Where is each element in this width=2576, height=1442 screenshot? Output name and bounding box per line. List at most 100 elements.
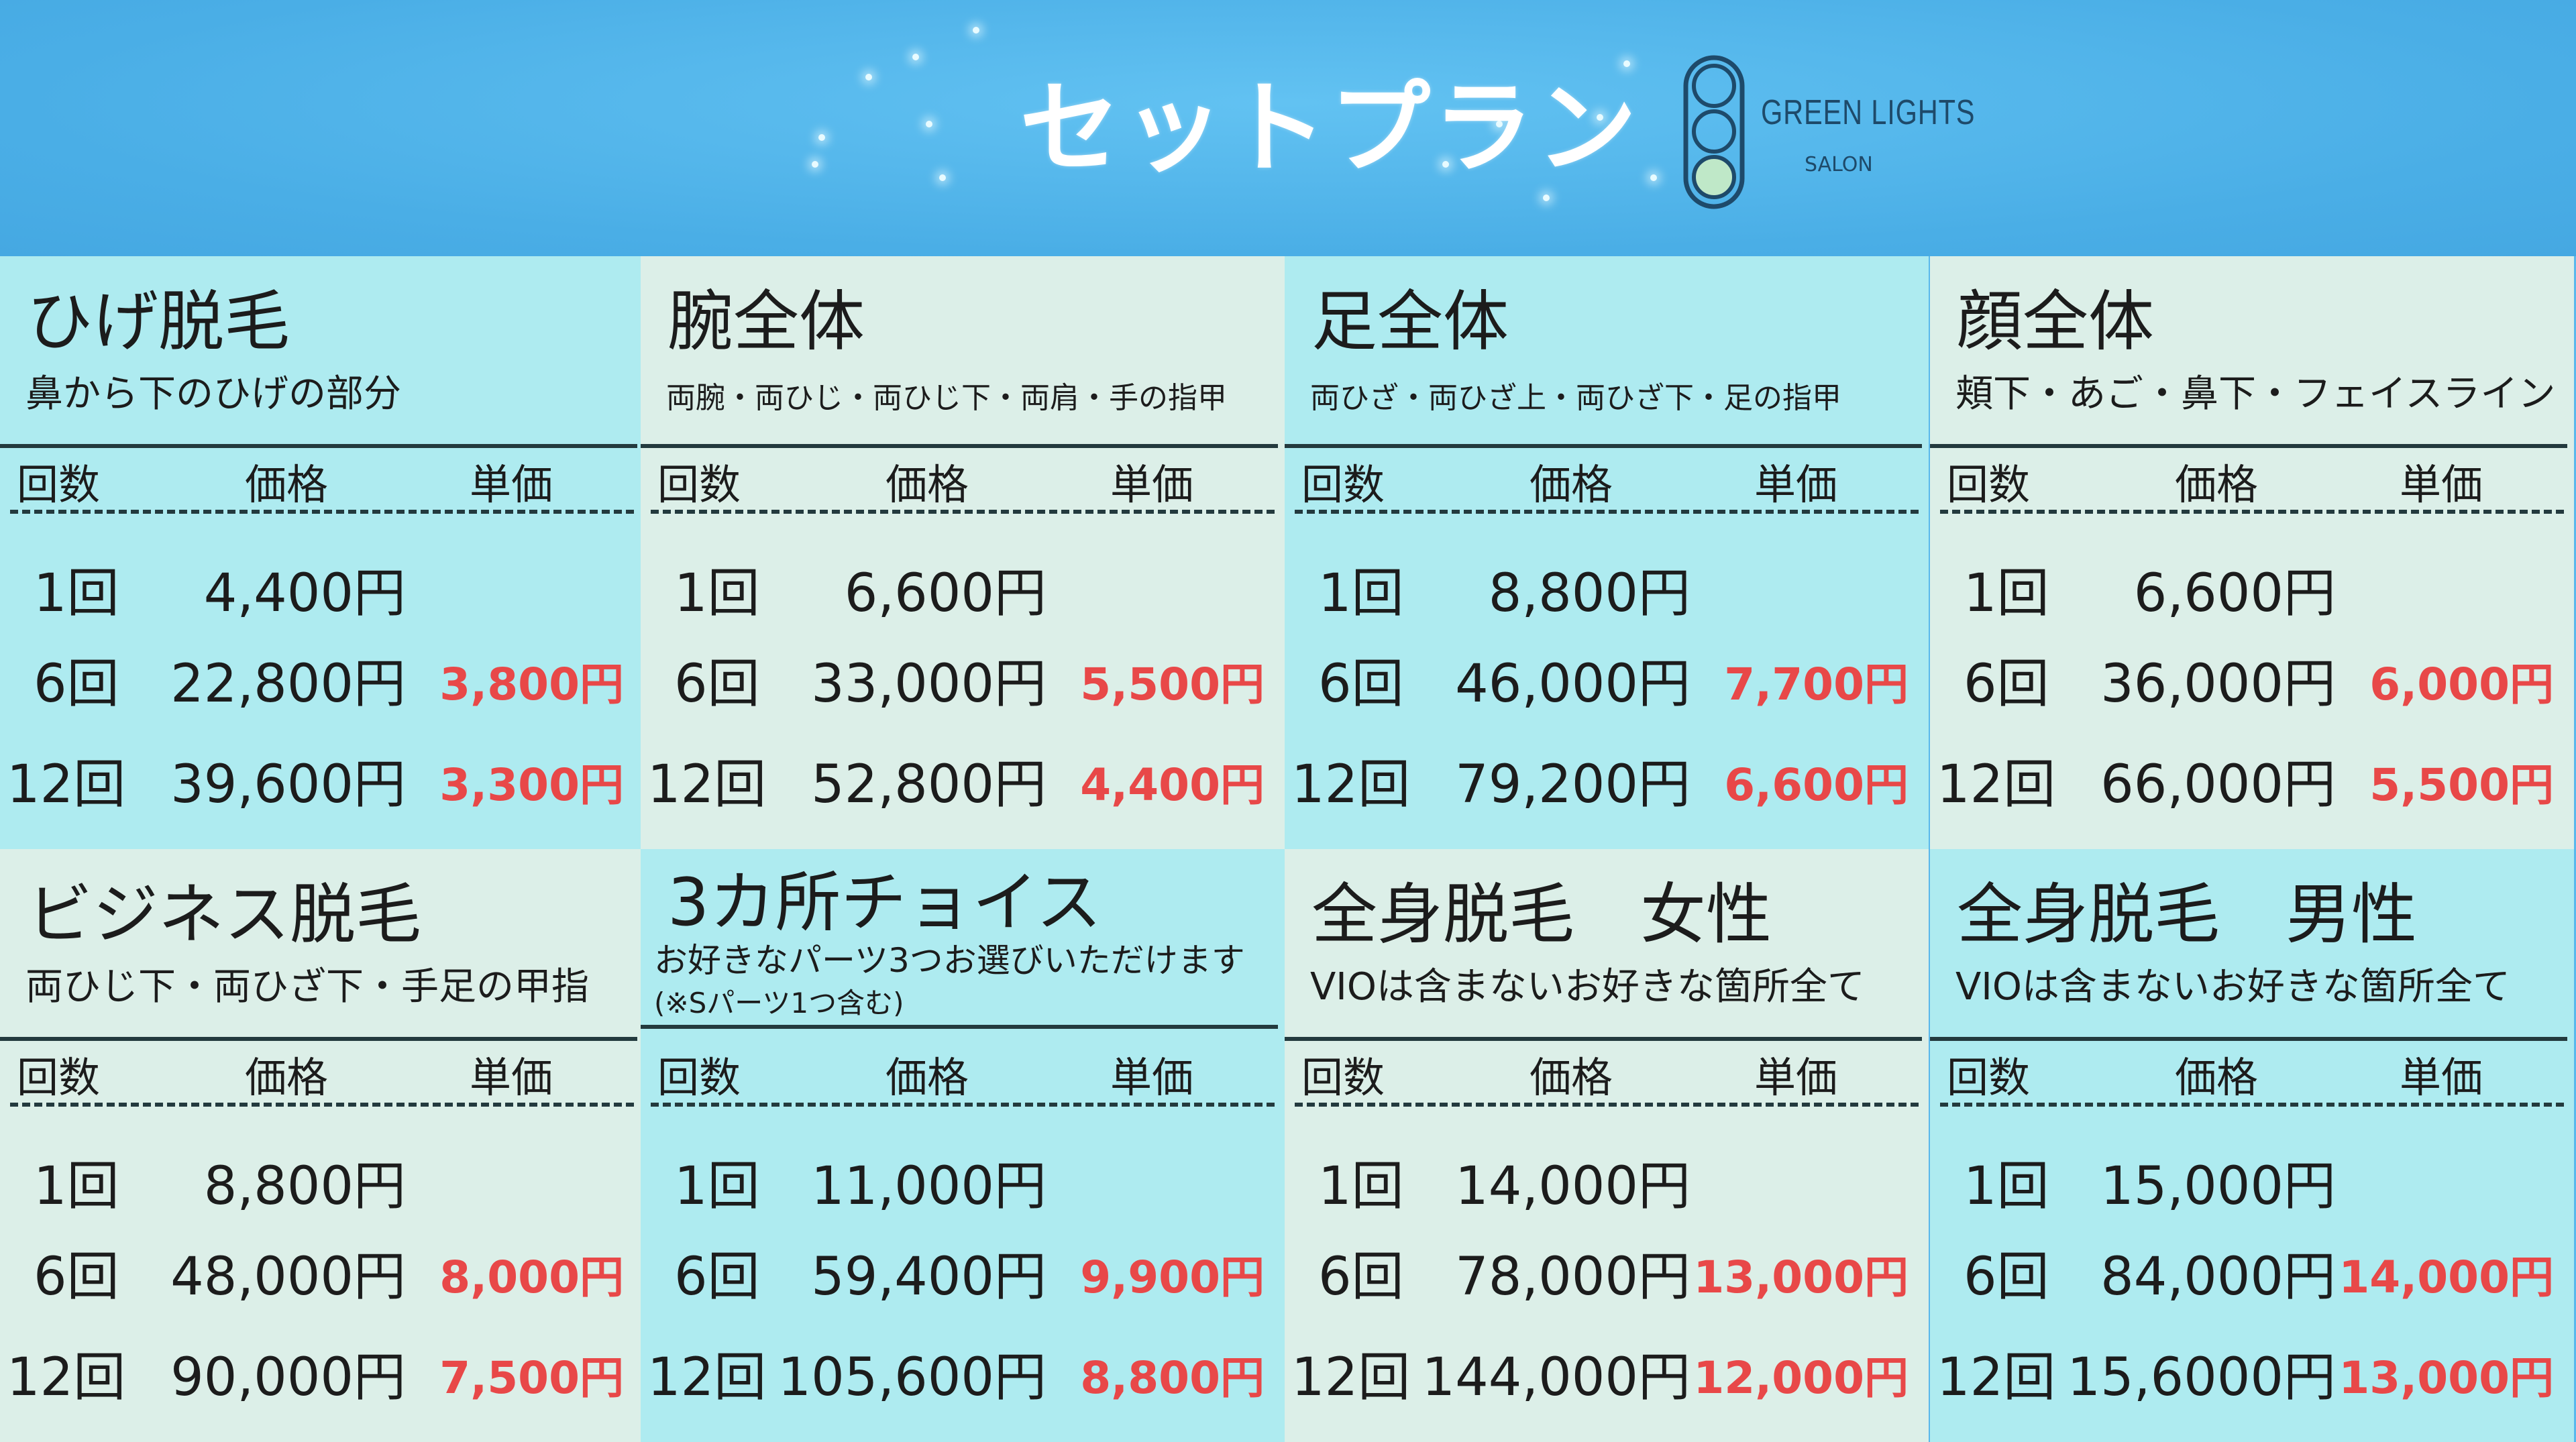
- total-price: 36,000円: [2100, 654, 2336, 714]
- sparkle: [1543, 195, 1550, 201]
- plan-grid: ひげ脱毛 鼻から下のひげの部分 回数 価格 単価 1回 4,400円 6回 22,…: [0, 256, 2576, 1442]
- session-count: 12回: [647, 1347, 767, 1408]
- plan-note: (※Sパーツ1つ含む): [654, 987, 904, 1019]
- col-header-count: 回数: [1947, 460, 2031, 509]
- unit-price: 9,900円: [1080, 1252, 1265, 1303]
- col-header-price: 価格: [1529, 460, 1613, 509]
- col-header-unit: 単価: [1110, 460, 1194, 509]
- session-count: 12回: [7, 755, 126, 815]
- plan-subtitle: お好きなパーツ3つお選びいただけます (※Sパーツ1つ含む): [654, 936, 1245, 1022]
- unit-price: 12,000円: [1693, 1352, 1909, 1404]
- session-count: 6回: [34, 1247, 119, 1307]
- col-header-unit: 単価: [1754, 460, 1838, 509]
- session-count: 1回: [34, 1156, 119, 1217]
- total-price: 11,000円: [811, 1156, 1046, 1217]
- session-count: 6回: [1964, 1247, 2049, 1307]
- plan-subtitle: VIOは含まないお好きな箇所全て: [1310, 965, 1865, 1009]
- session-count: 1回: [674, 563, 760, 624]
- plan-panel: 足全体両ひざ・両ひざ上・両ひざ下・足の指甲 回数 価格 単価 1回 8,800円…: [1285, 256, 1929, 849]
- session-count: 6回: [674, 1247, 760, 1307]
- plan-title: 3カ所チョイス: [667, 865, 1102, 941]
- total-price: 4,400円: [203, 563, 406, 624]
- col-header-unit: 単価: [1754, 1053, 1838, 1102]
- divider-dashed: [651, 510, 1275, 514]
- col-header-count: 回数: [1947, 1053, 2031, 1102]
- plan-panel: ひげ脱毛 鼻から下のひげの部分 回数 価格 単価 1回 4,400円 6回 22,…: [0, 256, 644, 849]
- total-price: 22,800円: [170, 654, 406, 714]
- page-title: セットプラン: [1020, 70, 1640, 187]
- plan-title: 顔全体: [1957, 284, 2155, 360]
- price-row: 6回 48,000円 8,000円: [0, 1235, 644, 1315]
- sparkle: [973, 27, 979, 34]
- col-header-count: 回数: [1301, 460, 1385, 509]
- unit-price: 5,500円: [1080, 659, 1265, 710]
- price-row: 6回 22,800円 3,800円: [0, 642, 644, 722]
- plan-subtitle-line: お好きなパーツ3つお選びいただけます: [654, 941, 1245, 980]
- header-banner: セットプラン GREEN LIGHTS SALON: [0, 0, 2576, 256]
- price-row: 12回 52,800円 4,400円: [641, 742, 1285, 823]
- session-count: 1回: [1318, 563, 1404, 624]
- price-row: 12回 79,200円 6,600円: [1285, 742, 1929, 823]
- divider-dashed: [651, 1103, 1275, 1107]
- sparkle: [812, 161, 818, 168]
- logo-name: GREEN LIGHTS: [1761, 93, 1976, 132]
- session-count: 12回: [647, 755, 767, 815]
- plan-subtitle: 両ひざ・両ひざ上・両ひざ下・足の指甲: [1310, 381, 1841, 415]
- plan-title: 足全体: [1311, 284, 1509, 360]
- divider-solid: [1285, 1037, 1922, 1041]
- price-row: 6回 78,000円 13,000円: [1285, 1235, 1929, 1315]
- divider-dashed: [1940, 510, 2564, 514]
- price-row: 12回 90,000円 7,500円: [0, 1335, 644, 1416]
- price-row: 12回 39,600円 3,300円: [0, 742, 644, 823]
- col-header-unit: 単価: [2400, 1053, 2483, 1102]
- session-count: 1回: [674, 1156, 760, 1217]
- session-count: 1回: [1964, 1156, 2049, 1217]
- brand-logo: GREEN LIGHTS SALON: [1680, 52, 2029, 213]
- sparkle: [1597, 114, 1603, 121]
- unit-price: 6,000円: [2369, 659, 2554, 710]
- price-row: 1回 6,600円: [641, 551, 1285, 632]
- plan-panel: 全身脱毛 女性 VIOは含まないお好きな箇所全て 回数 価格 単価 1回 14,0…: [1285, 849, 1929, 1442]
- plan-subtitle: 頬下・あご・鼻下・フェイスライン: [1955, 372, 2556, 416]
- col-header-count: 回数: [1301, 1053, 1385, 1102]
- unit-price: 5,500円: [2369, 759, 2554, 811]
- unit-price: 3,300円: [439, 759, 624, 811]
- total-price: 78,000円: [1455, 1247, 1690, 1307]
- unit-price: 6,600円: [1724, 759, 1909, 811]
- sparkle: [818, 134, 825, 141]
- session-count: 1回: [1318, 1156, 1404, 1217]
- unit-price: 13,000円: [2339, 1352, 2554, 1404]
- plan-panel: 全身脱毛 男性 VIOは含まないお好きな箇所全て 回数 価格 単価 1回 15,0…: [1930, 849, 2574, 1442]
- col-header-count: 回数: [657, 1053, 741, 1102]
- col-header-unit: 単価: [1110, 1053, 1194, 1102]
- plan-title: 全身脱毛 女性: [1311, 877, 1772, 953]
- total-price: 66,000円: [2100, 755, 2336, 815]
- price-row: 1回 8,800円: [1285, 551, 1929, 632]
- session-count: 12回: [7, 1347, 126, 1408]
- price-row: 6回 59,400円 9,900円: [641, 1235, 1285, 1315]
- session-count: 6回: [1318, 1247, 1404, 1307]
- session-count: 12回: [1291, 1347, 1411, 1408]
- col-header-price: 価格: [1529, 1053, 1613, 1102]
- total-price: 46,000円: [1455, 654, 1690, 714]
- logo-sub: SALON: [1805, 153, 1873, 176]
- total-price: 33,000円: [811, 654, 1046, 714]
- col-header-price: 価格: [245, 460, 329, 509]
- plan-title: 腕全体: [667, 284, 865, 360]
- plan-title: 全身脱毛 男性: [1957, 877, 2418, 953]
- col-header-price: 価格: [885, 460, 969, 509]
- divider-solid: [1285, 444, 1922, 448]
- plan-panel: ビジネス脱毛 両ひじ下・両ひざ下・手足の甲指 回数 価格 単価 1回 8,800円…: [0, 849, 644, 1442]
- divider-solid: [1930, 444, 2567, 448]
- divider-solid: [641, 1025, 1278, 1029]
- divider-dashed: [10, 510, 634, 514]
- col-header-count: 回数: [657, 460, 741, 509]
- unit-price: 8,800円: [1080, 1352, 1265, 1404]
- session-count: 12回: [1937, 1347, 2056, 1408]
- price-row: 1回 4,400円: [0, 551, 644, 632]
- sparkle: [1623, 60, 1630, 67]
- price-row: 1回 6,600円: [1930, 551, 2574, 632]
- sparkle: [912, 54, 919, 60]
- unit-price: 3,800円: [439, 659, 624, 710]
- plan-subtitle: 両ひじ下・両ひざ下・手足の甲指: [25, 965, 589, 1009]
